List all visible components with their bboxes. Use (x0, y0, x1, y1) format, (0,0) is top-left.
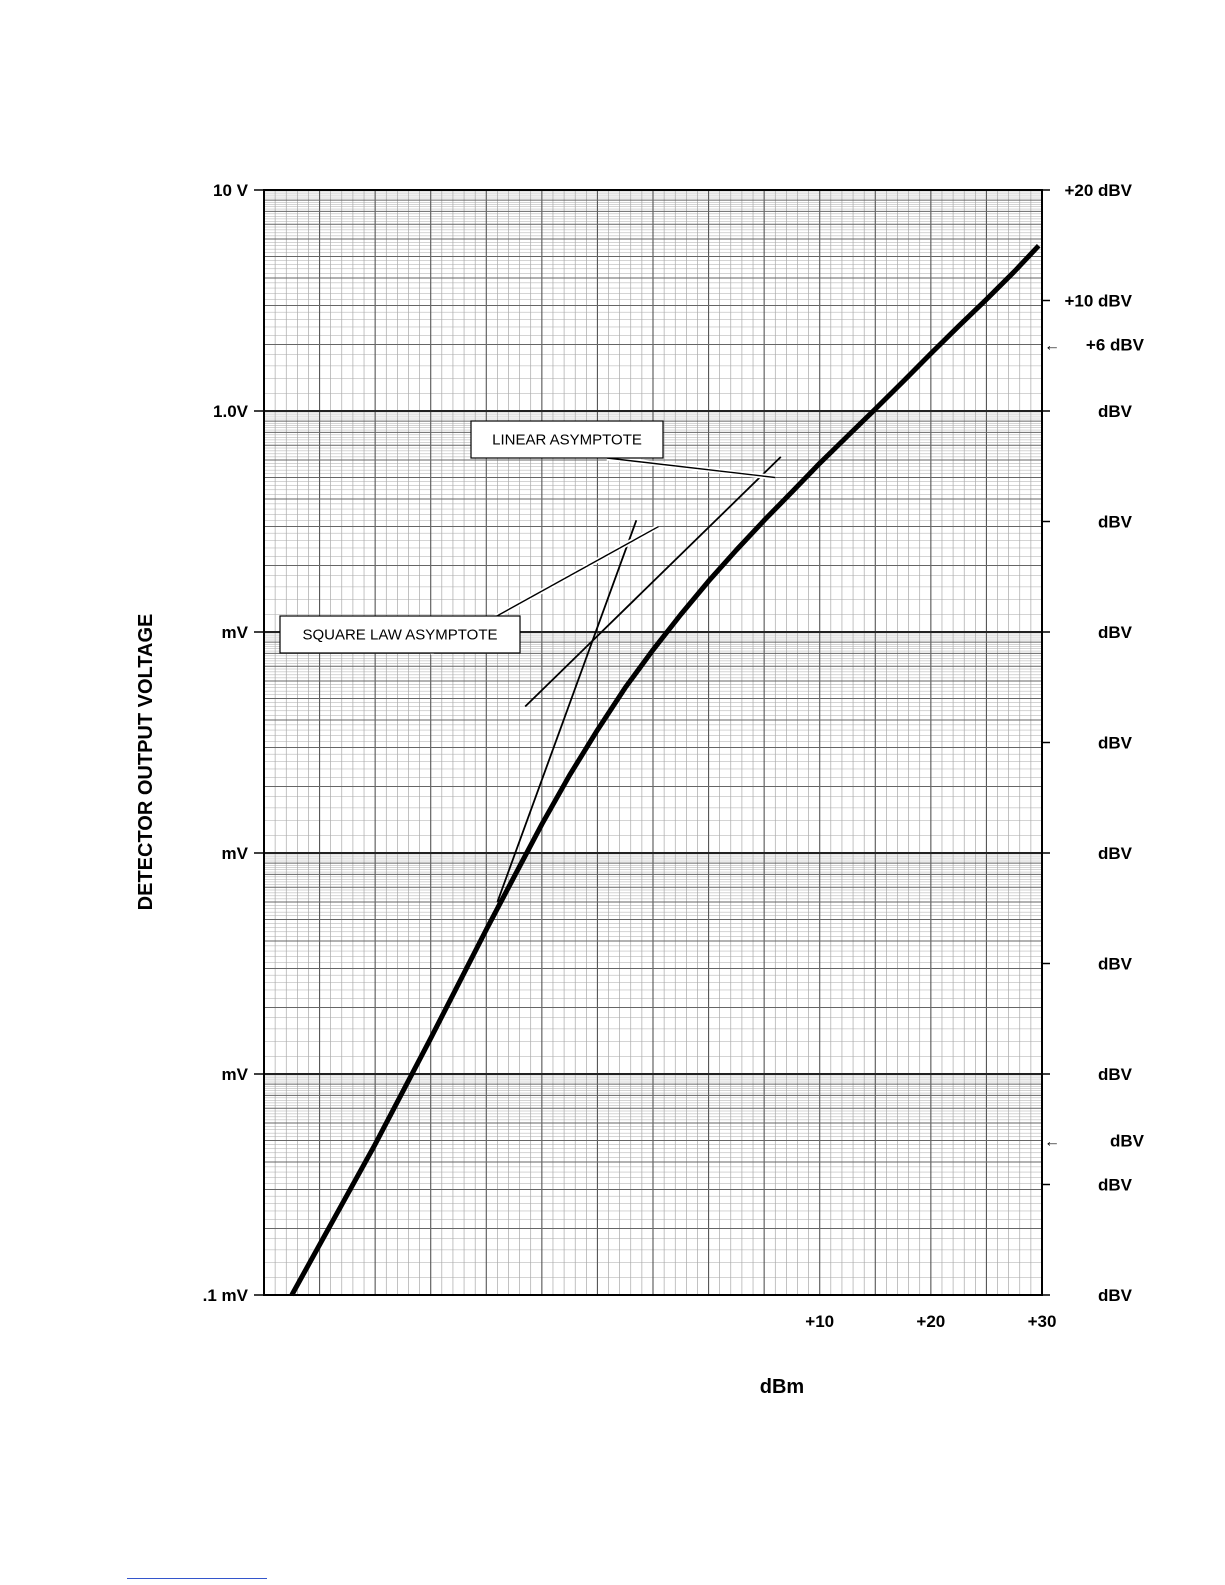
y-tick-label-right: dBV (1098, 1065, 1133, 1084)
y-marker-label-right: +6 dBV (1086, 335, 1145, 354)
y-tick-label-right: dBV (1098, 1175, 1133, 1194)
y-tick-label-right: dBV (1098, 623, 1133, 642)
series-line (289, 243, 1041, 1297)
y-tick-label-right: dBV (1098, 402, 1133, 421)
y-ticks-left: 10 V 1.0V mV mV mV .1 mV (203, 181, 264, 1305)
callout-box (279, 615, 521, 654)
y-tick-label-left: .1 mV (203, 1286, 249, 1305)
annotation-layer: LINEAR ASYMPTOTE SQUARE LAW ASYMPTOTE (279, 420, 776, 656)
linear-asymptote-line (524, 456, 782, 708)
y-tick-label-left: mV (222, 844, 249, 863)
callout-label: LINEAR ASYMPTOTE (492, 432, 642, 449)
y-tick-label-right: dBV (1098, 844, 1133, 863)
y-tick-label-left: mV (222, 1065, 249, 1084)
y-ticks-right: +20 dBV +10 dBV dBV dBV dBV dBV dBV dBV dBV dBV dB… (1042, 181, 1145, 1305)
callout-label: SQUARE LAW ASYMPTOTE (302, 627, 497, 644)
x-axis-title: dBm (760, 1376, 804, 1398)
callout-box (470, 420, 664, 459)
x-tick-label: +30 (1028, 1312, 1057, 1331)
x-ticks: +10 +20 +30 (805, 1312, 1056, 1331)
square-law-asymptote-line (496, 520, 638, 903)
y-tick-label-right: +10 dBV (1064, 291, 1132, 310)
x-tick-label: +20 (916, 1312, 945, 1331)
marker-arrow-icon: ← (1044, 1134, 1060, 1151)
y-marker-label-right: dBV (1110, 1132, 1145, 1151)
y-tick-label-right: dBV (1098, 954, 1133, 973)
y-tick-label-right: dBV (1098, 733, 1133, 752)
y-tick-label-right: +20 dBV (1064, 181, 1132, 200)
y-tick-label-right: dBV (1098, 1286, 1133, 1305)
x-tick-label: +10 (805, 1312, 834, 1331)
page-rule (127, 1578, 267, 1579)
y-tick-label-left: 10 V (213, 181, 249, 200)
y-axis-title: DETECTOR OUTPUT VOLTAGE (135, 614, 157, 911)
y-tick-label-left: mV (222, 623, 249, 642)
y-tick-label-left: 1.0V (213, 402, 249, 421)
callout-leader (606, 457, 776, 479)
series-layer (289, 243, 1041, 1297)
marker-arrow-icon: ← (1044, 337, 1060, 354)
y-tick-label-right: dBV (1098, 512, 1133, 531)
